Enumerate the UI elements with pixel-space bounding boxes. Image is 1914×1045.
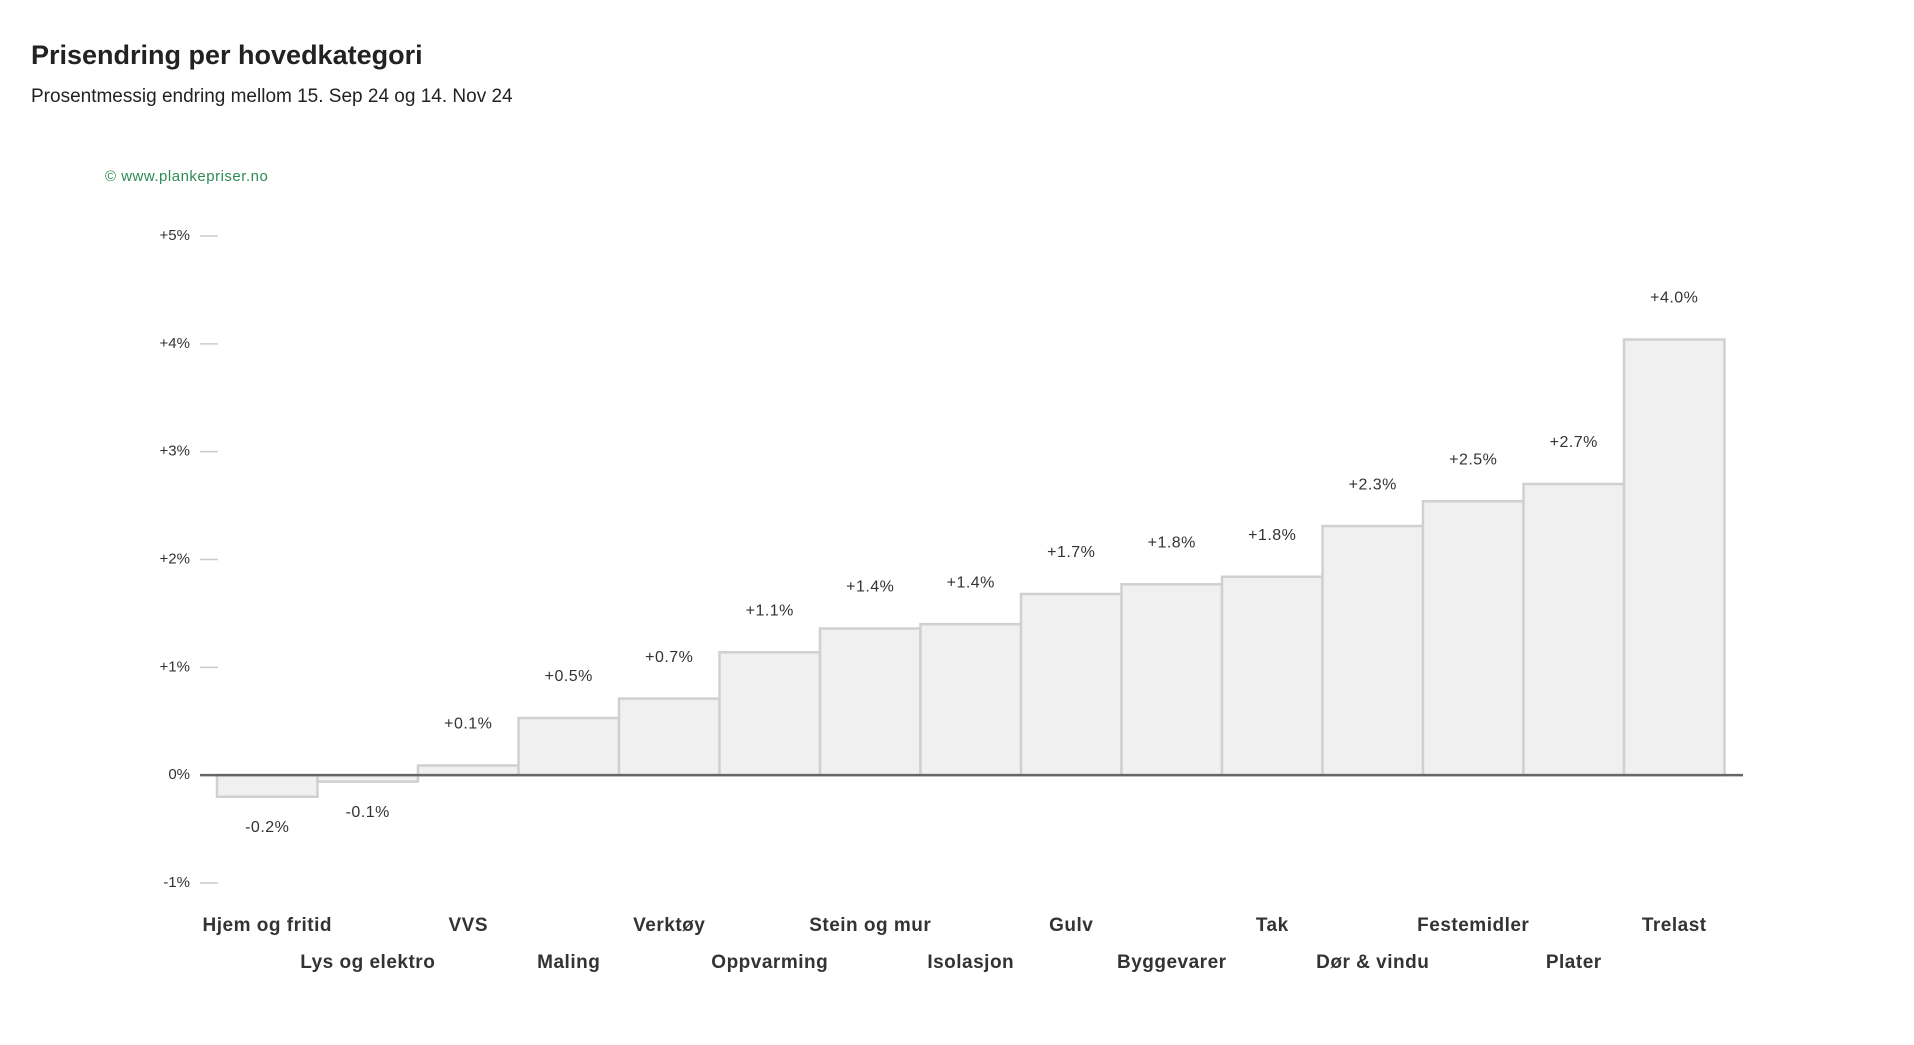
y-tick-label: +1%	[160, 658, 190, 675]
x-tick-label: Dør & vindu	[1316, 952, 1429, 973]
x-tick-label: Oppvarming	[711, 952, 828, 973]
y-tick-label: +3%	[160, 443, 190, 460]
value-label: +4.0%	[1650, 290, 1698, 307]
y-tick-label: -1%	[163, 874, 190, 891]
bar	[1522, 482, 1626, 777]
x-tick-label: Verktøy	[633, 915, 705, 936]
x-tick-label: Plater	[1546, 952, 1602, 973]
value-label: +0.7%	[645, 649, 693, 666]
x-tick-label: Maling	[537, 952, 600, 973]
x-tick-label: Stein og mur	[809, 915, 931, 936]
value-label: -0.1%	[346, 804, 390, 821]
bar	[416, 764, 520, 777]
value-label: +1.7%	[1047, 544, 1095, 561]
bar	[1220, 575, 1324, 777]
x-tick-label: VVS	[448, 915, 488, 936]
bar	[215, 773, 319, 798]
y-tick-label: +5%	[160, 227, 190, 244]
value-label: +1.8%	[1148, 535, 1196, 552]
x-tick-label: Hjem og fritid	[203, 915, 332, 936]
bar	[517, 716, 621, 777]
bar	[1321, 524, 1425, 777]
bar	[1019, 592, 1123, 777]
credit: © www.plankepriser.no	[105, 168, 268, 185]
chart-title: Prisendring per hovedkategori	[31, 40, 423, 70]
value-label: +2.5%	[1449, 451, 1497, 468]
value-label: -0.2%	[245, 819, 289, 836]
x-tick-label: Isolasjon	[927, 952, 1014, 973]
value-label: +2.3%	[1349, 476, 1397, 493]
chart-subtitle: Prosentmessig endring mellom 15. Sep 24 …	[31, 86, 513, 107]
x-tick-label: Trelast	[1642, 915, 1707, 936]
bar	[617, 697, 721, 777]
x-tick-label: Tak	[1256, 915, 1289, 936]
y-tick-label: +4%	[160, 335, 190, 352]
value-label: +1.8%	[1248, 527, 1296, 544]
value-label: +1.1%	[746, 602, 794, 619]
value-label: +1.4%	[846, 579, 894, 596]
x-tick-label: Byggevarer	[1117, 952, 1227, 973]
value-label: +0.5%	[545, 668, 593, 685]
bar	[919, 622, 1023, 777]
y-tick-label: +2%	[160, 550, 190, 567]
x-tick-label: Gulv	[1049, 915, 1093, 936]
x-tick-label: Lys og elektro	[300, 952, 435, 973]
bar	[718, 650, 822, 777]
bar	[1120, 583, 1224, 777]
value-label: +1.4%	[947, 574, 995, 591]
bar	[1622, 338, 1726, 777]
y-tick-label: 0%	[168, 766, 190, 783]
value-label: +0.1%	[444, 716, 492, 733]
value-label: +2.7%	[1550, 434, 1598, 451]
x-tick-label: Festemidler	[1417, 915, 1529, 936]
bar	[1421, 500, 1525, 777]
bar	[818, 627, 922, 777]
